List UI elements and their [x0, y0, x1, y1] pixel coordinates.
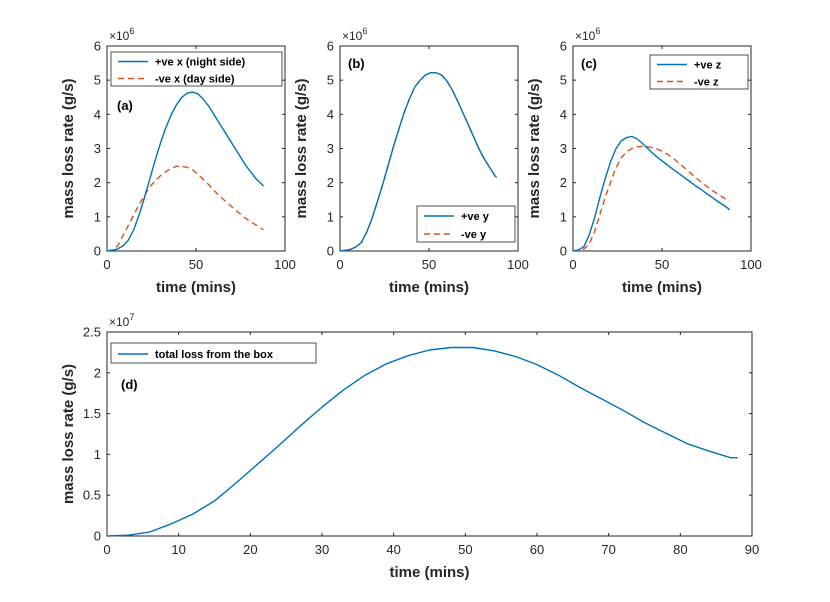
y-exponent-label: ×106 — [575, 26, 600, 43]
x-tick-label: 20 — [243, 542, 257, 557]
x-tick-label: 100 — [740, 257, 762, 272]
series-line-2 — [106, 165, 264, 252]
x-tick-label: 100 — [507, 257, 529, 272]
y-tick-label: 2 — [94, 175, 101, 190]
x-tick-label: 30 — [315, 542, 329, 557]
series-line-1 — [106, 346, 738, 537]
x-tick-label: 100 — [274, 257, 296, 272]
y-exponent-value: 6 — [362, 26, 367, 36]
y-tick-label: 0 — [94, 529, 101, 544]
y-tick-label: 4 — [560, 107, 567, 122]
y-axis-label: mass loss rate (g/s) — [293, 78, 310, 218]
y-tick-label: 4 — [327, 107, 334, 122]
y-tick-label: 1.5 — [83, 406, 101, 421]
series-line-1 — [106, 91, 265, 252]
x-tick-label: 90 — [745, 542, 759, 557]
series-line-1 — [572, 135, 731, 252]
x-tick-label: 0 — [569, 257, 576, 272]
y-exponent-label: ×107 — [109, 312, 134, 329]
x-tick-label: 60 — [530, 542, 544, 557]
x-tick-label: 0 — [336, 257, 343, 272]
y-exponent-label: ×106 — [109, 26, 134, 43]
x-axis-label: time (mins) — [622, 279, 702, 296]
y-exponent-value: 6 — [129, 26, 134, 36]
x-tick-label: 50 — [189, 257, 203, 272]
legend-entry: -ve x (day side) — [155, 74, 235, 86]
y-tick-label: 3 — [560, 141, 567, 156]
y-axis-label: mass loss rate (g/s) — [60, 364, 77, 504]
y-tick-label: 5 — [94, 73, 101, 88]
y-tick-label: 2 — [94, 365, 101, 380]
y-exponent-label: ×106 — [342, 26, 367, 43]
y-axis-label: mass loss rate (g/s) — [60, 78, 77, 218]
y-tick-label: 0 — [94, 244, 101, 259]
legend-box — [416, 205, 516, 243]
y-exponent-value: 6 — [595, 26, 600, 36]
plot-area — [106, 331, 753, 537]
series-line-2 — [572, 145, 730, 252]
legend-box — [110, 51, 283, 87]
x-axis-label: time (mins) — [156, 279, 236, 296]
x-tick-label: 40 — [386, 542, 400, 557]
legend-entry: -ve y — [461, 229, 487, 241]
y-exponent-value: 7 — [129, 312, 134, 322]
y-tick-label: 1 — [94, 209, 101, 224]
legend-box — [649, 54, 749, 90]
legend: +ve x (night side) -ve x (day side) — [110, 51, 283, 87]
x-tick-label: 0 — [103, 257, 110, 272]
y-tick-label: 3 — [327, 141, 334, 156]
y-tick-label: 6 — [327, 39, 334, 54]
legend: +ve z -ve z — [649, 54, 749, 90]
y-tick-label: 1 — [327, 209, 334, 224]
y-tick-label: 2.5 — [83, 325, 101, 340]
y-tick-label: 1 — [560, 209, 567, 224]
y-tick-label: 1 — [94, 447, 101, 462]
x-axis-label: time (mins) — [389, 279, 469, 296]
legend-entry: +ve z — [694, 60, 722, 72]
y-tick-label: 0 — [327, 244, 334, 259]
x-tick-label: 50 — [655, 257, 669, 272]
series-line-1 — [339, 71, 498, 252]
legend-entry: total loss from the box — [155, 349, 274, 361]
legend: +ve y -ve y — [416, 205, 516, 243]
y-tick-label: 3 — [94, 141, 101, 156]
y-tick-label: 6 — [94, 39, 101, 54]
y-tick-label: 2 — [327, 175, 334, 190]
panel-label: (a) — [117, 98, 133, 113]
legend-entry: +ve y — [461, 211, 490, 223]
x-tick-label: 50 — [422, 257, 436, 272]
y-tick-label: 4 — [94, 107, 101, 122]
panel-label: (c) — [581, 56, 597, 71]
x-tick-label: 50 — [458, 542, 472, 557]
x-tick-label: 70 — [601, 542, 615, 557]
chart-panel-d: 0 10 20 30 40 50 60 70 80 90 0 0.5 1 1.5 2 2.5 ×107 time … — [60, 312, 759, 581]
legend: total loss from the box — [110, 342, 317, 364]
x-tick-label: 0 — [103, 542, 110, 557]
y-axis-label: mass loss rate (g/s) — [526, 78, 543, 218]
panel-label: (b) — [348, 56, 365, 71]
legend-box — [110, 342, 317, 364]
y-tick-label: 0 — [560, 244, 567, 259]
legend-entry: -ve z — [694, 77, 719, 89]
y-tick-label: 6 — [560, 39, 567, 54]
panel-label: (d) — [121, 377, 138, 392]
x-axis-label: time (mins) — [389, 564, 469, 581]
y-tick-label: 2 — [560, 175, 567, 190]
x-tick-label: 80 — [673, 542, 687, 557]
x-tick-label: 10 — [171, 542, 185, 557]
y-tick-label: 0.5 — [83, 488, 101, 503]
y-tick-label: 5 — [327, 73, 334, 88]
y-tick-label: 5 — [560, 73, 567, 88]
legend-entry: +ve x (night side) — [155, 57, 245, 69]
